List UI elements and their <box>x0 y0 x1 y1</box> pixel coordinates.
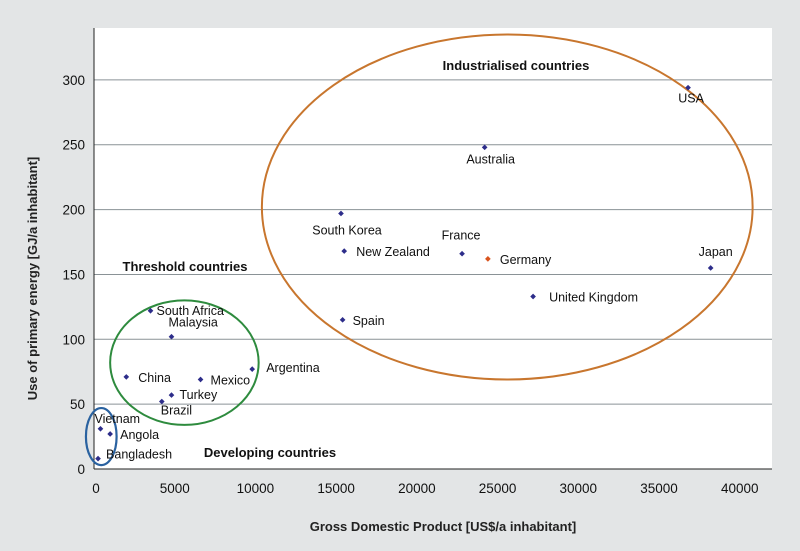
point-label: Turkey <box>179 388 217 402</box>
point-label: United Kingdom <box>549 290 638 304</box>
data-point <box>97 425 104 432</box>
data-point <box>339 317 346 323</box>
x-tick-label: 0 <box>92 481 100 496</box>
data-point <box>168 392 175 398</box>
developing-ellipse <box>84 406 118 467</box>
point-label: New Zealand <box>356 245 430 259</box>
data-point <box>107 431 113 437</box>
x-tick-label: 30000 <box>560 481 598 496</box>
point-label: Brazil <box>161 404 192 418</box>
point-label: Spain <box>353 314 385 328</box>
threshold-label: Threshold countries <box>123 259 248 274</box>
industrialised-ellipse <box>260 33 754 381</box>
data-point <box>123 374 130 380</box>
data-point <box>168 333 175 340</box>
x-tick-label: 5000 <box>160 481 190 496</box>
x-tick-label: 25000 <box>479 481 517 496</box>
point-label: South Africa <box>157 304 224 318</box>
x-axis-title: Gross Domestic Product [US$/a inhabitant… <box>310 519 577 534</box>
data-point <box>249 366 256 372</box>
threshold-ellipse <box>109 299 260 426</box>
point-label: Angola <box>120 428 159 442</box>
x-tick-label: 40000 <box>721 481 759 496</box>
x-tick-label: 20000 <box>398 481 436 496</box>
plot-area <box>94 28 772 469</box>
y-axis-title: Use of primary energy [GJ/a inhabitant] <box>25 157 40 400</box>
point-label: Australia <box>466 152 515 166</box>
y-tick-label: 0 <box>77 462 85 477</box>
data-point <box>341 248 348 254</box>
y-tick-label: 150 <box>62 267 85 282</box>
y-tick-label: 250 <box>62 138 85 153</box>
data-point <box>481 144 488 151</box>
point-label: Malaysia <box>168 316 217 330</box>
data-point <box>530 293 536 300</box>
point-label: Bangladesh <box>106 448 172 462</box>
x-tick-label: 15000 <box>317 481 355 496</box>
point-label: Germany <box>500 253 552 267</box>
industrialised-label: Industrialised countries <box>443 58 590 73</box>
data-point <box>707 265 714 271</box>
point-label: Japan <box>699 245 733 259</box>
y-tick-label: 100 <box>62 332 85 347</box>
y-tick-label: 300 <box>62 73 85 88</box>
data-point <box>685 84 691 91</box>
point-label: Vietnam <box>94 412 140 426</box>
point-label: Argentina <box>266 361 320 375</box>
data-point <box>338 210 344 217</box>
data-point <box>197 376 204 383</box>
data-point <box>95 455 101 462</box>
point-label: Mexico <box>211 374 251 388</box>
point-label: USA <box>678 92 704 106</box>
data-point <box>158 398 165 405</box>
x-tick-label: 10000 <box>237 481 275 496</box>
y-tick-label: 200 <box>62 203 85 218</box>
data-point <box>485 256 491 262</box>
point-label: France <box>442 229 481 243</box>
point-label: South Korea <box>312 223 382 237</box>
data-point <box>459 250 465 257</box>
x-tick-label: 35000 <box>640 481 678 496</box>
point-label: China <box>138 371 171 385</box>
data-point <box>147 307 154 314</box>
y-tick-label: 50 <box>70 397 85 412</box>
developing-label: Developing countries <box>204 445 336 460</box>
